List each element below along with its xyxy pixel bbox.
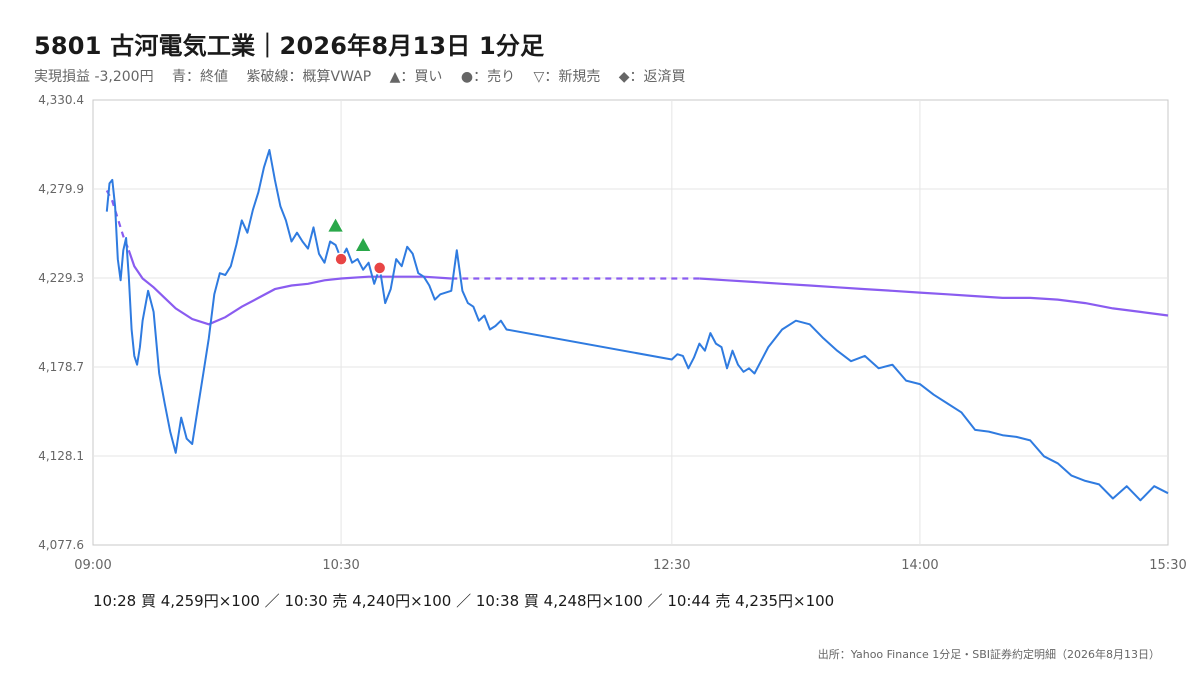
x-tick-label: 14:00 [901, 558, 938, 573]
legend-cover: ◆：返済買 [618, 69, 686, 85]
legend-new-short: ▽：新規売 [533, 69, 601, 85]
y-tick-label: 4,330.4 [38, 93, 84, 107]
legend-vwap: 紫破線：概算VWAP [246, 69, 372, 85]
chart-legend: 実現損益 -3,200円 青：終値 紫破線：概算VWAP ▲：買い ●：売り ▽… [34, 66, 686, 86]
close-price-line [105, 149, 1169, 502]
vwap-line-morning [127, 249, 452, 326]
y-tick-label: 4,279.9 [38, 182, 84, 196]
x-tick-label: 15:30 [1149, 558, 1186, 573]
sell-marker [334, 252, 348, 266]
plot-frame [92, 99, 1169, 546]
legend-sell: ●：売り [460, 69, 516, 85]
sell-marker [372, 261, 387, 275]
buy-marker [354, 236, 372, 252]
legend-close: 青：終値 [172, 69, 229, 85]
x-tick-label: 09:00 [74, 558, 111, 573]
y-tick-label: 4,128.1 [38, 449, 84, 463]
source-note: 出所：Yahoo Finance 1分足・SBI証券約定明細（2026年8月13… [817, 648, 1160, 661]
x-tick-label: 12:30 [653, 558, 690, 573]
y-tick-label: 4,077.6 [38, 538, 84, 552]
vwap-line-afternoon [699, 277, 1169, 317]
legend-pnl: 実現損益 -3,200円 [34, 69, 154, 85]
trade-summary: 10:28 買 4,259円×100 ／ 10:30 売 4,240円×100 … [93, 592, 835, 610]
legend-buy: ▲：買い [389, 69, 443, 85]
buy-marker [326, 216, 345, 233]
chart-title: 5801 古河電気工業｜2026年8月13日 1分足 [34, 32, 545, 60]
x-tick-label: 10:30 [322, 558, 359, 573]
y-tick-label: 4,178.7 [38, 360, 84, 374]
y-tick-label: 4,229.3 [38, 271, 84, 285]
